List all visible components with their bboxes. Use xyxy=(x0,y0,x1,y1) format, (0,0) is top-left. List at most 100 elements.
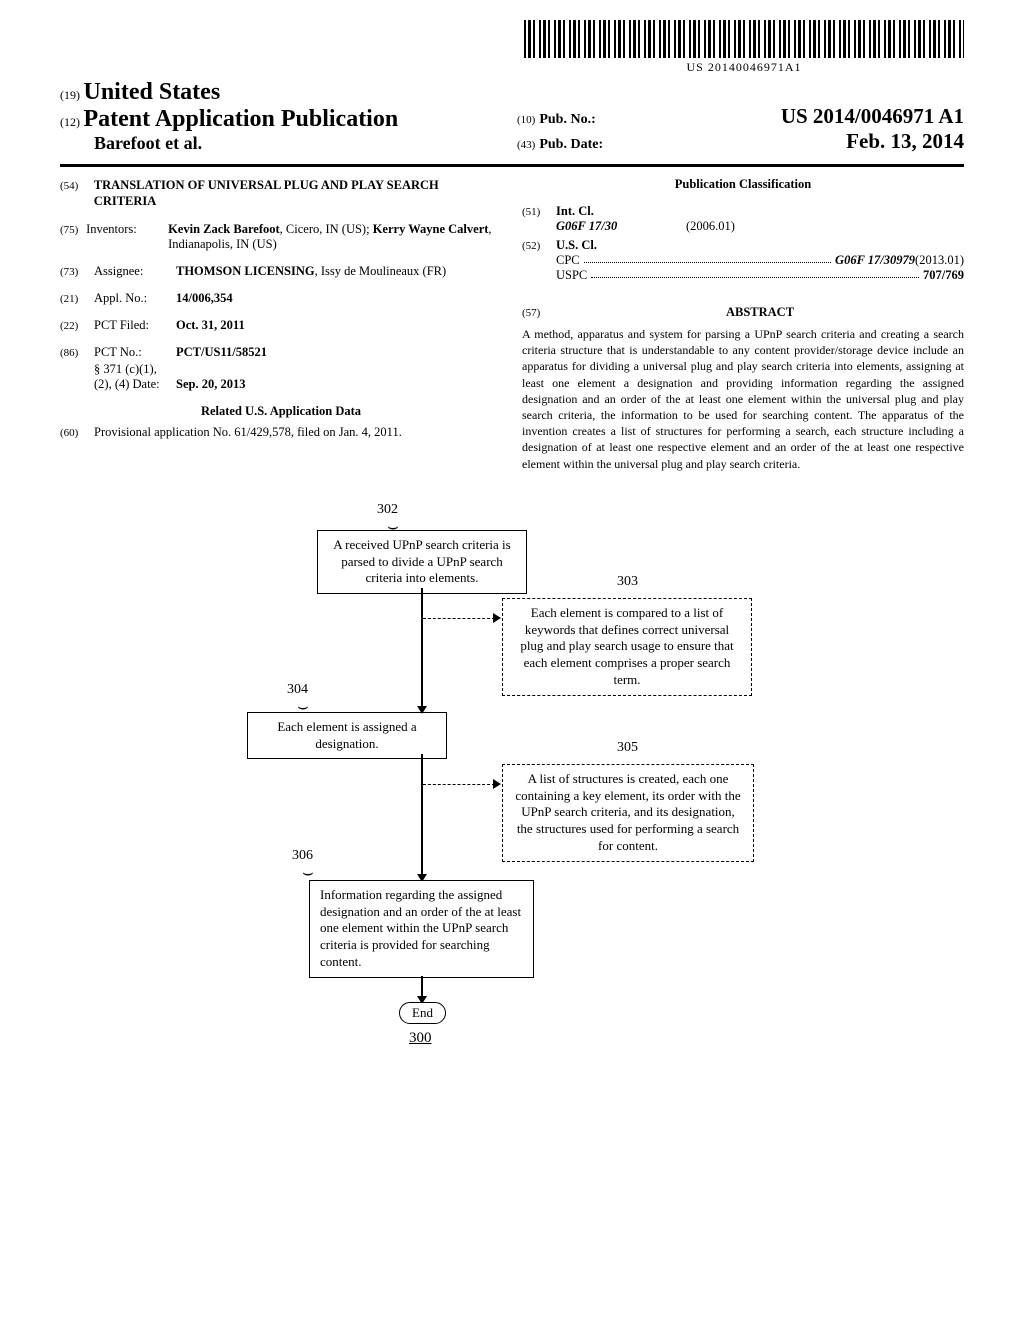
abstract-header-row: (57) ABSTRACT xyxy=(522,295,964,326)
pctno-num: (86) xyxy=(60,347,94,359)
arrowhead-304-icon xyxy=(417,706,427,714)
uspc-label: USPC xyxy=(556,268,587,283)
sec371-row2: (2), (4) Date: Sep. 20, 2013 xyxy=(60,377,502,392)
country-line: (19) United States xyxy=(60,79,507,106)
pubdate-line: (43) Pub. Date: Feb. 13, 2014 xyxy=(517,129,964,154)
applno-row: (21) Appl. No.: 14/006,354 xyxy=(60,291,502,306)
title-row: (54) TRANSLATION OF UNIVERSAL PLUG AND P… xyxy=(60,177,502,210)
pub-num: (12) xyxy=(60,115,80,129)
dots-icon xyxy=(591,268,919,278)
applno-label: Appl. No.: xyxy=(94,291,176,306)
dashed-303 xyxy=(423,618,495,619)
uscl-label: U.S. Cl. xyxy=(556,238,597,253)
intcl-code-row: G06F 17/30 (2006.01) xyxy=(522,219,964,234)
sec371-line1: § 371 (c)(1), xyxy=(94,362,157,377)
assignee-row: (73) Assignee: THOMSON LICENSING, Issy d… xyxy=(60,264,502,279)
cpc-val: G06F 17/30979 xyxy=(835,253,915,268)
dots-icon xyxy=(584,253,831,263)
box-303: Each element is compared to a list of ke… xyxy=(502,598,752,696)
barcode-area: US 20140046971A1 xyxy=(60,20,964,75)
uscl-num: (52) xyxy=(522,240,556,252)
inventors-value: Kevin Zack Barefoot, Cicero, IN (US); Ke… xyxy=(168,222,502,252)
applno-val: 14/006,354 xyxy=(176,291,233,306)
uspc-line: USPC 707/769 xyxy=(556,268,964,283)
biblio-columns: (54) TRANSLATION OF UNIVERSAL PLUG AND P… xyxy=(60,177,964,472)
inventors-row: (75) Inventors: Kevin Zack Barefoot, Cic… xyxy=(60,222,502,252)
flowchart: 302 ⌣ A received UPnP search criteria is… xyxy=(217,502,807,1102)
assignee-name: THOMSON LICENSING xyxy=(176,264,315,278)
pubno-val: US 2014/0046971 A1 xyxy=(781,104,964,129)
filed-row: (22) PCT Filed: Oct. 31, 2011 xyxy=(60,318,502,333)
arrow-302-303 xyxy=(421,588,423,646)
pub-title: Patent Application Publication xyxy=(84,106,399,132)
assignee-num: (73) xyxy=(60,266,94,278)
abstract-text: A method, apparatus and system for parsi… xyxy=(522,326,964,472)
pubclass-header: Publication Classification xyxy=(522,177,964,192)
inventors-num: (75) xyxy=(60,224,86,236)
header-right: (10) Pub. No.: US 2014/0046971 A1 (43) P… xyxy=(507,104,964,154)
cpc-label: CPC xyxy=(556,253,580,268)
pubdate-num: (43) xyxy=(517,139,535,151)
filed-num: (22) xyxy=(60,320,94,332)
uspc-row: USPC 707/769 xyxy=(522,268,964,283)
flowchart-container: 302 ⌣ A received UPnP search criteria is… xyxy=(60,502,964,1102)
country-name: United States xyxy=(84,79,221,105)
inventor2-name: Kerry Wayne Calvert xyxy=(373,222,489,236)
intcl-code: G06F 17/30 xyxy=(556,219,686,234)
pub-line: (12) Patent Application Publication xyxy=(60,106,507,133)
filed-val: Oct. 31, 2011 xyxy=(176,318,245,333)
authors: Barefoot et al. xyxy=(94,133,507,154)
intcl-row: (51) Int. Cl. xyxy=(522,204,964,219)
intcl-label: Int. Cl. xyxy=(556,204,594,219)
box-304: Each element is assigned a designation. xyxy=(247,712,447,760)
provisional-row: (60) Provisional application No. 61/429,… xyxy=(60,425,502,440)
dashed-305 xyxy=(423,784,495,785)
assignee-label: Assignee: xyxy=(94,264,176,279)
pctno-label: PCT No.: xyxy=(94,345,176,360)
left-column: (54) TRANSLATION OF UNIVERSAL PLUG AND P… xyxy=(60,177,502,472)
provisional-num: (60) xyxy=(60,427,94,439)
country-num: (19) xyxy=(60,88,80,102)
barcode-stripes xyxy=(524,20,964,58)
intcl-num: (51) xyxy=(522,206,556,218)
sec371-line2: (2), (4) Date: xyxy=(94,377,176,392)
assignee-value: THOMSON LICENSING, Issy de Moulineaux (F… xyxy=(176,264,446,279)
pubdate-label: Pub. Date: xyxy=(539,137,603,153)
related-header: Related U.S. Application Data xyxy=(60,404,502,419)
pubno-line: (10) Pub. No.: US 2014/0046971 A1 xyxy=(517,104,964,129)
arrow-305-306 xyxy=(421,812,423,880)
arrow-303-304 xyxy=(421,646,423,712)
cpc-line: CPC G06F 17/30979 (2013.01) xyxy=(556,253,964,268)
abstract-header: ABSTRACT xyxy=(556,305,964,320)
box-302: A received UPnP search criteria is parse… xyxy=(317,530,527,595)
pubdate-val: Feb. 13, 2014 xyxy=(846,129,964,154)
header: (19) United States (12) Patent Applicati… xyxy=(60,79,964,160)
pubno-label: Pub. No.: xyxy=(539,112,595,128)
divider xyxy=(60,164,964,167)
arrowhead-305-icon xyxy=(493,779,501,789)
filed-label: PCT Filed: xyxy=(94,318,176,333)
box-306: Information regarding the assigned desig… xyxy=(309,880,534,978)
pctno-val: PCT/US11/58521 xyxy=(176,345,267,360)
intcl-date: (2006.01) xyxy=(686,219,735,234)
inventor1-name: Kevin Zack Barefoot xyxy=(168,222,280,236)
arrow-304-305 xyxy=(421,754,423,812)
uscl-row: (52) U.S. Cl. xyxy=(522,238,964,253)
box-305: A list of structures is created, each on… xyxy=(502,764,754,862)
sec371-val: Sep. 20, 2013 xyxy=(176,377,245,392)
end-box: End xyxy=(399,1002,446,1024)
fig-number: 300 xyxy=(409,1030,432,1047)
pctno-row: (86) PCT No.: PCT/US11/58521 xyxy=(60,345,502,360)
uspc-val: 707/769 xyxy=(923,268,964,283)
sec371-row1: § 371 (c)(1), xyxy=(60,362,502,377)
cpc-row: CPC G06F 17/30979 (2013.01) xyxy=(522,253,964,268)
arrowhead-303-icon xyxy=(493,613,501,623)
cpc-date: (2013.01) xyxy=(915,253,964,268)
assignee-loc: , Issy de Moulineaux (FR) xyxy=(315,264,447,278)
header-left: (19) United States (12) Patent Applicati… xyxy=(60,79,507,154)
inventor1-loc: , Cicero, IN (US); xyxy=(280,222,373,236)
abstract-num: (57) xyxy=(522,307,556,319)
right-column: Publication Classification (51) Int. Cl.… xyxy=(522,177,964,472)
barcode-number: US 20140046971A1 xyxy=(524,60,964,75)
provisional-text: Provisional application No. 61/429,578, … xyxy=(94,425,402,440)
